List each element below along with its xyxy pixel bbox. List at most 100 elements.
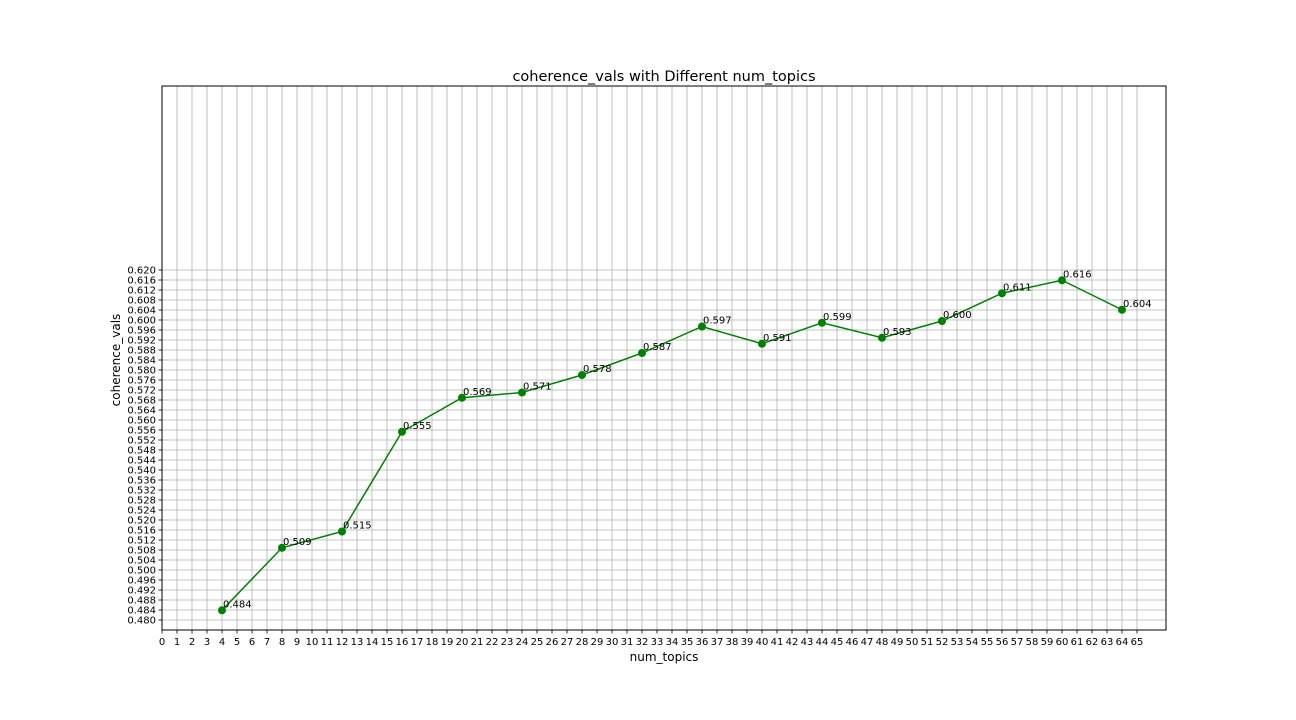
x-tick-label: 53 — [951, 637, 964, 648]
y-axis-label: coherence_vals — [109, 314, 123, 407]
x-tick-label: 62 — [1086, 637, 1099, 648]
x-tick-label: 49 — [891, 637, 904, 648]
x-tick-label: 38 — [726, 637, 739, 648]
y-tick-label: 0.600 — [127, 316, 156, 327]
x-tick-label: 21 — [471, 637, 484, 648]
x-tick-label: 7 — [264, 637, 270, 648]
plot-area-frame — [161, 85, 1167, 631]
y-tick-label: 0.488 — [127, 596, 156, 607]
data-label: 0.569 — [463, 387, 492, 398]
x-tick-label: 51 — [921, 637, 934, 648]
data-label: 0.604 — [1123, 299, 1152, 310]
x-tick-label: 57 — [1011, 637, 1024, 648]
y-tick-label: 0.584 — [127, 356, 156, 367]
x-tick-label: 35 — [681, 637, 694, 648]
x-tick-label: 4 — [219, 637, 225, 648]
x-tick-label: 58 — [1026, 637, 1039, 648]
x-tick-label: 16 — [396, 637, 409, 648]
x-tick-label: 0 — [159, 637, 165, 648]
x-tick-label: 33 — [651, 637, 664, 648]
data-points — [218, 276, 1126, 615]
y-tick-label: 0.548 — [127, 446, 156, 457]
y-tick-label: 0.516 — [127, 526, 156, 537]
y-tick-label: 0.508 — [127, 546, 156, 557]
data-label: 0.597 — [703, 316, 732, 327]
x-tick-label: 47 — [861, 637, 874, 648]
x-tick-label: 22 — [486, 637, 499, 648]
x-tick-label: 46 — [846, 637, 859, 648]
x-tick-label: 41 — [771, 637, 784, 648]
data-label: 0.484 — [223, 599, 252, 610]
x-tick-label: 9 — [294, 637, 300, 648]
x-tick-label: 27 — [561, 637, 574, 648]
x-tick-label: 18 — [426, 637, 439, 648]
y-tick-label: 0.560 — [127, 416, 156, 427]
x-tick-label: 26 — [546, 637, 559, 648]
y-tick-label: 0.592 — [127, 336, 156, 347]
data-label: 0.591 — [763, 333, 792, 344]
x-tick-label: 36 — [696, 637, 709, 648]
x-tick-label: 8 — [279, 637, 285, 648]
x-tick-label: 13 — [351, 637, 364, 648]
y-tick-label: 0.484 — [127, 606, 156, 617]
data-label: 0.611 — [1003, 282, 1032, 293]
y-tick-label: 0.604 — [127, 306, 156, 317]
x-tick-label: 15 — [381, 637, 394, 648]
data-point — [1118, 305, 1126, 314]
y-tick-label: 0.492 — [127, 586, 156, 597]
x-tick-label: 30 — [606, 637, 619, 648]
x-tick-label: 25 — [531, 637, 544, 648]
data-point — [218, 606, 226, 615]
x-tick-label: 14 — [366, 637, 379, 648]
x-tick-label: 17 — [411, 637, 424, 648]
data-label: 0.587 — [643, 342, 672, 353]
x-tick-label: 5 — [234, 637, 240, 648]
data-point — [578, 371, 586, 379]
x-tick-label: 44 — [816, 637, 829, 648]
data-point — [998, 289, 1006, 298]
x-tick-label: 55 — [981, 637, 994, 648]
data-label: 0.571 — [523, 382, 552, 393]
y-tick-label: 0.520 — [127, 516, 156, 527]
y-axis-ticks: 0.4800.4840.4880.4920.4960.5000.5040.508… — [127, 266, 162, 627]
data-label: 0.600 — [943, 310, 972, 321]
x-tick-label: 40 — [756, 637, 769, 648]
data-point — [398, 427, 406, 436]
y-tick-label: 0.536 — [127, 476, 156, 487]
x-tick-label: 43 — [801, 637, 814, 648]
x-tick-label: 42 — [786, 637, 799, 648]
y-tick-label: 0.552 — [127, 436, 156, 447]
x-tick-label: 6 — [249, 637, 255, 648]
data-point — [338, 527, 346, 536]
x-tick-label: 56 — [996, 637, 1009, 648]
x-tick-label: 31 — [621, 637, 634, 648]
y-tick-label: 0.568 — [127, 396, 156, 407]
data-label: 0.616 — [1063, 269, 1092, 280]
x-tick-label: 1 — [174, 637, 180, 648]
y-tick-label: 0.612 — [127, 286, 156, 297]
x-tick-label: 20 — [456, 637, 469, 648]
y-tick-label: 0.572 — [127, 386, 156, 397]
x-tick-label: 11 — [321, 637, 334, 648]
data-label: 0.555 — [403, 421, 432, 432]
data-label: 0.515 — [343, 521, 372, 532]
x-tick-label: 61 — [1071, 637, 1084, 648]
y-tick-label: 0.588 — [127, 346, 156, 357]
x-tick-label: 63 — [1101, 637, 1114, 648]
x-tick-label: 2 — [189, 637, 195, 648]
data-label: 0.593 — [883, 327, 912, 338]
y-tick-label: 0.620 — [127, 266, 156, 277]
x-tick-label: 37 — [711, 637, 724, 648]
data-label: 0.509 — [283, 537, 312, 548]
y-tick-label: 0.580 — [127, 366, 156, 377]
data-point — [758, 339, 766, 348]
x-axis-label: num_topics — [630, 650, 699, 664]
y-tick-label: 0.480 — [127, 616, 156, 627]
x-tick-label: 19 — [441, 637, 454, 648]
data-point — [938, 317, 946, 325]
data-point — [1058, 276, 1066, 285]
y-tick-label: 0.500 — [127, 566, 156, 577]
x-tick-label: 24 — [516, 637, 529, 648]
y-tick-label: 0.564 — [127, 406, 156, 417]
y-tick-label: 0.608 — [127, 296, 156, 307]
